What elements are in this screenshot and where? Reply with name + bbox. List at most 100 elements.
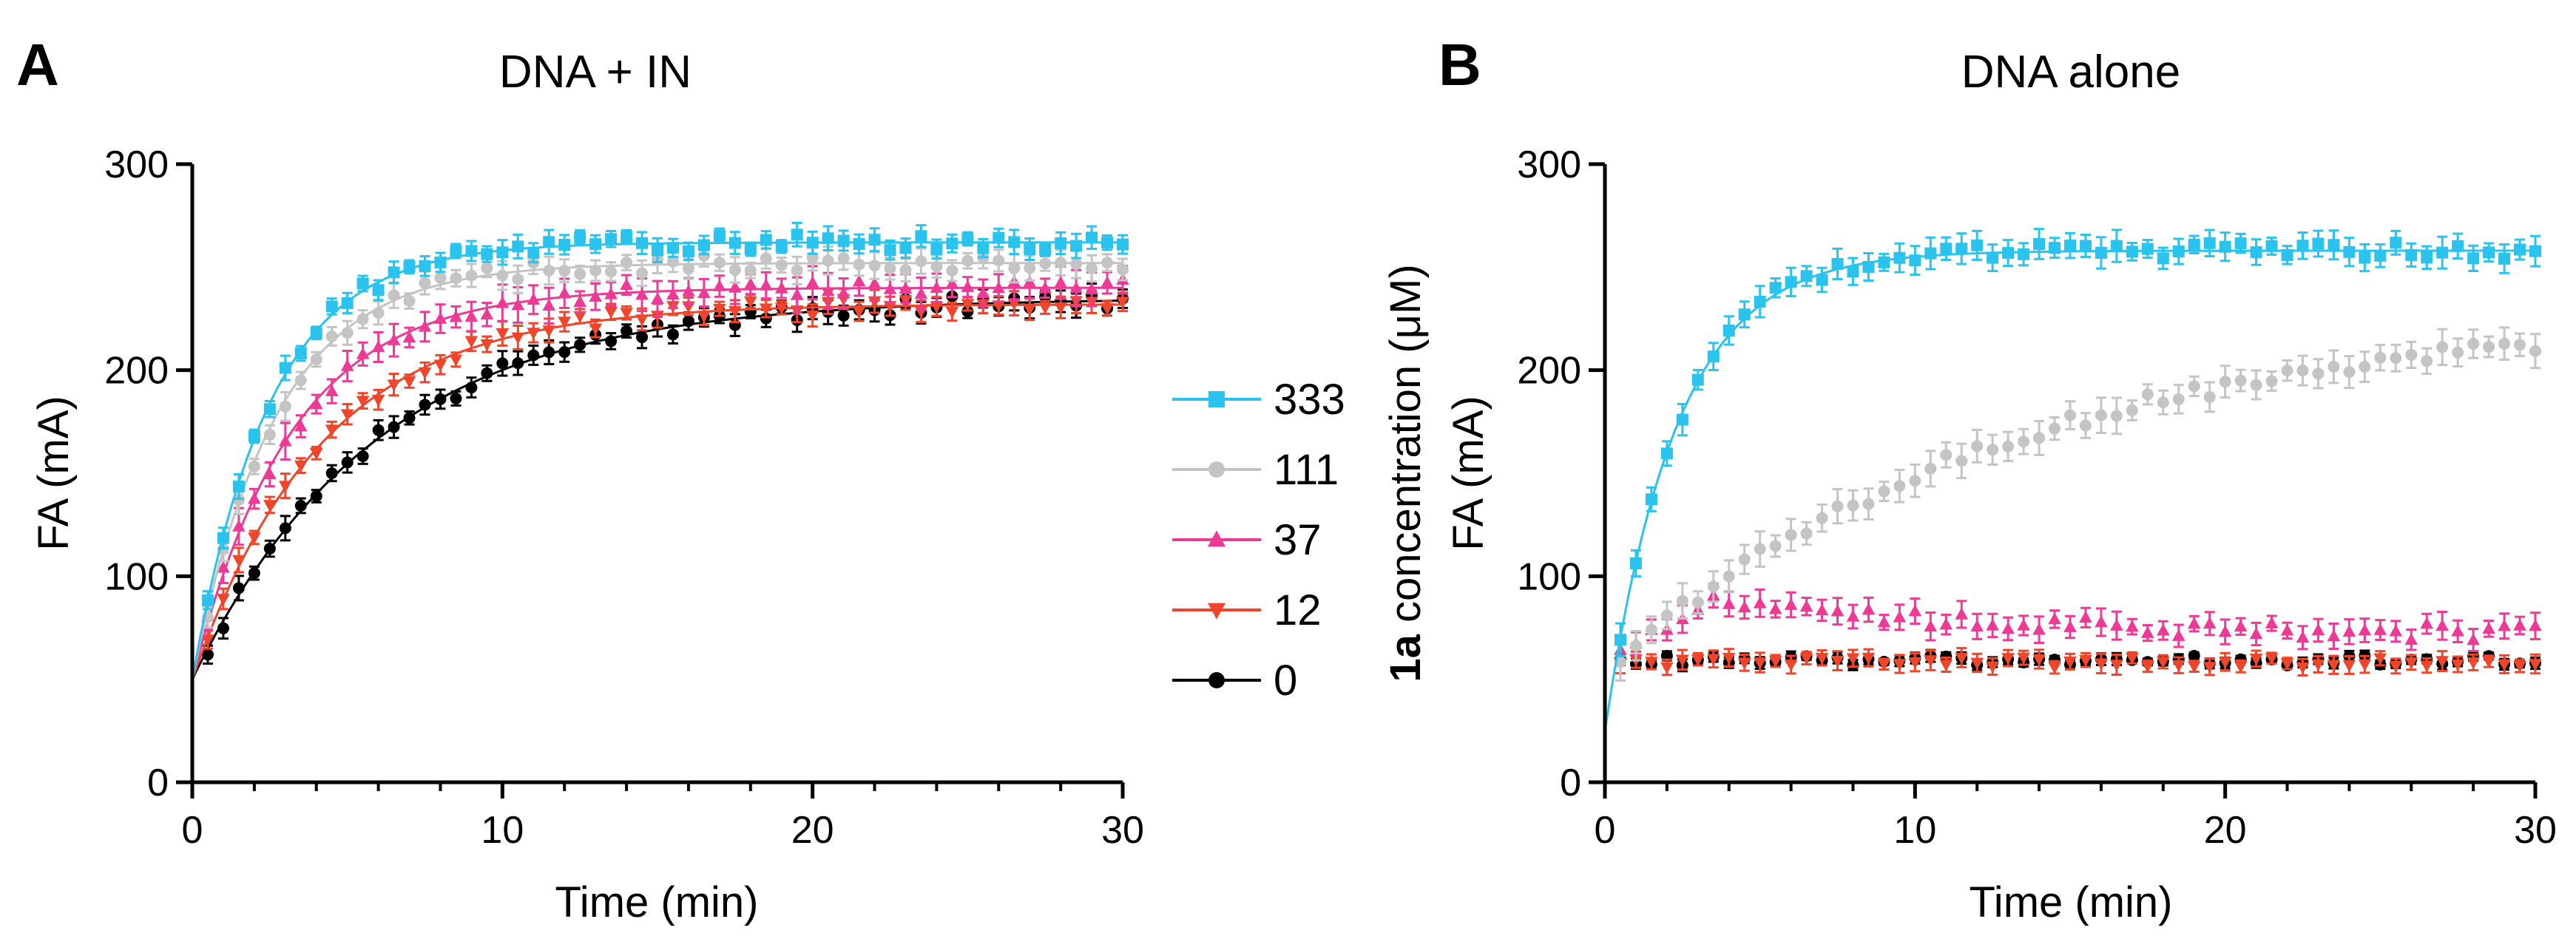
panel-a-point-37: [418, 319, 432, 332]
panel-b-point-37: [2451, 624, 2464, 637]
panel-a-point-37: [573, 295, 586, 308]
panel-b-point-111: [1831, 500, 1844, 512]
panel-b-point-111: [1707, 580, 1720, 593]
panel-b-point-12: [2079, 654, 2092, 667]
panel-a-fit-curve-12: [191, 303, 1123, 680]
panel-a-point-111: [403, 295, 416, 308]
panel-b-point-111: [2002, 440, 2015, 452]
panel-b-point-37: [2373, 623, 2387, 635]
panel-a-point-0: [341, 456, 354, 469]
panel-b-point-333: [2126, 245, 2138, 258]
panel-a-point-37: [558, 286, 571, 299]
panel-b-point-111: [2514, 339, 2526, 351]
panel-a-point-111: [1008, 262, 1021, 274]
panel-a-point-333: [450, 245, 462, 257]
panel-b-point-37: [1846, 609, 1860, 622]
panel-a-point-111: [760, 252, 772, 265]
panel-a-point-37: [294, 419, 308, 432]
panel-b-point-333: [2405, 248, 2418, 261]
panel-a-point-333: [791, 228, 803, 241]
panel-b-x-label: Time (min): [1970, 878, 2173, 926]
panel-a-point-0: [465, 382, 478, 394]
panel-a-point-12: [1116, 296, 1129, 309]
panel-a-point-333: [1070, 240, 1083, 252]
panel-b-point-37: [2358, 623, 2372, 636]
panel-b-point-37: [2234, 620, 2248, 632]
panel-a-point-0: [232, 582, 245, 594]
panel-a-point-0: [217, 622, 229, 634]
panel-a-point-333: [775, 240, 788, 253]
panel-b-point-111: [2188, 380, 2200, 393]
panel-a-point-111: [1117, 263, 1129, 276]
panel-a-point-37: [713, 279, 726, 291]
panel-a-point-111: [279, 400, 291, 413]
panel-a-point-0: [279, 522, 291, 535]
panel-b-point-333: [1676, 413, 1688, 426]
panel-b-point-37: [2001, 622, 2015, 634]
panel-b-point-111: [1754, 543, 1766, 555]
panel-b-point-37: [2203, 617, 2217, 629]
panel-b-point-333: [2079, 240, 2092, 252]
panel-a-point-12: [1101, 303, 1114, 316]
panel-b-point-12: [1784, 660, 1798, 672]
panel-b-point-111: [1893, 480, 1906, 492]
panel-b-point-111: [2390, 352, 2402, 365]
panel-a-point-111: [310, 353, 322, 366]
panel-a-point-37: [604, 287, 618, 299]
panel-b-point-37: [1784, 597, 1798, 610]
panel-a-point-12: [496, 328, 510, 341]
panel-a-point-12: [805, 310, 819, 322]
panel-b-point-333: [2359, 251, 2371, 264]
panel-a-x-label: Time (min): [555, 878, 759, 926]
panel-a-point-111: [946, 264, 959, 277]
panel-a-point-111: [853, 258, 865, 271]
panel-b-point-333: [1924, 247, 1937, 260]
panel-a-point-37: [836, 286, 851, 299]
panel-b-point-37: [2404, 633, 2418, 645]
panel-a-point-333: [294, 348, 307, 360]
panel-b-point-111: [2049, 422, 2061, 435]
panel-a-point-12: [248, 532, 261, 545]
panel-b-point-333: [1893, 251, 1906, 264]
panel-a-point-37: [1038, 281, 1052, 294]
panel-a-point-0: [760, 312, 772, 325]
panel-b-point-333: [1645, 493, 1657, 506]
panel-b-y-tick-label: 100: [1517, 555, 1581, 598]
panel-a-point-111: [434, 271, 447, 284]
panel-b-point-12: [1737, 657, 1751, 670]
panel-a-point-111: [465, 269, 478, 282]
panel-b-point-37: [1877, 615, 1891, 628]
panel-a-point-333: [636, 237, 649, 249]
panel-a-point-333: [232, 481, 245, 493]
panel-b-y-tick-label: 200: [1517, 350, 1581, 393]
panel-b-point-333: [2374, 249, 2387, 262]
panel-a-point-111: [512, 273, 524, 285]
panel-a-point-333: [465, 245, 478, 257]
panel-b-point-37: [1908, 604, 1922, 617]
panel-a-point-37: [496, 296, 510, 308]
panel-b-point-333: [2172, 245, 2185, 258]
panel-a-point-0: [558, 346, 571, 359]
panel-b-point-333: [1614, 634, 1626, 646]
panel-b-letter: B: [1439, 32, 1481, 98]
panel-a-point-37: [356, 347, 370, 359]
panel-b-point-111: [2405, 348, 2418, 361]
panel-a-point-111: [961, 254, 974, 267]
panel-b-point-333: [1723, 324, 1735, 336]
panel-a-point-111: [1101, 257, 1114, 269]
panel-b-point-12: [2218, 657, 2232, 669]
panel-a-point-333: [993, 231, 1005, 244]
legend-label: 12: [1274, 586, 1322, 634]
panel-a-point-12: [1038, 302, 1052, 315]
panel-a-point-333: [341, 296, 354, 309]
panel-a-letter: A: [16, 32, 59, 98]
panel-b-point-37: [2048, 612, 2061, 625]
panel-a-point-37: [248, 492, 261, 504]
panel-a-x-tick-label: 10: [481, 809, 524, 852]
panel-a-point-333: [899, 242, 912, 254]
panel-a-point-111: [1086, 262, 1098, 275]
panel-b-point-111: [2343, 366, 2356, 379]
panel-b-point-12: [1691, 654, 1705, 666]
panel-a-point-37: [945, 277, 959, 289]
